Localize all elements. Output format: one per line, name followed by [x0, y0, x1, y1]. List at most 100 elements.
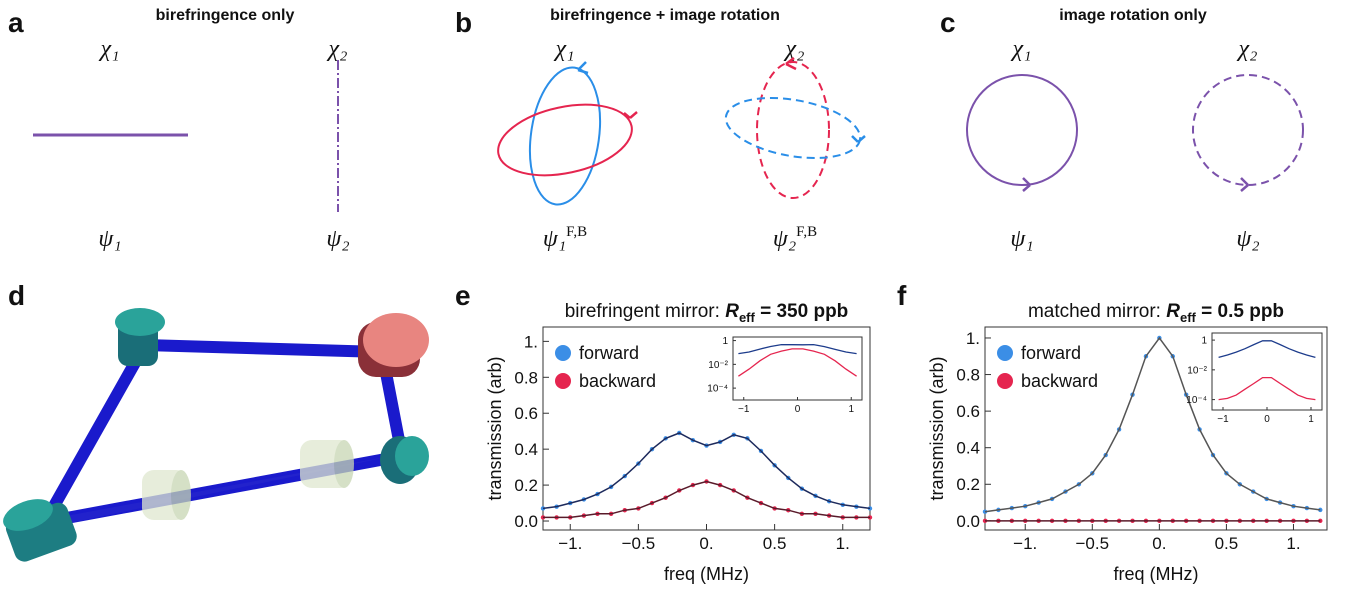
x-tick-label: −0.5: [1076, 534, 1110, 553]
data-point: [867, 506, 873, 511]
mirror: [380, 436, 429, 484]
x-tick-label: 0.: [1152, 534, 1166, 553]
series-line: [1218, 376, 1316, 401]
legend-marker: [997, 345, 1013, 361]
y-tick-label: 0.8: [956, 365, 980, 384]
mode-label: χ₂: [1237, 36, 1258, 62]
arrow: [785, 57, 797, 71]
panel-label: d: [8, 280, 25, 311]
data-point: [540, 506, 546, 511]
x-tick-label: 0.: [699, 534, 713, 553]
mode-label: χ₁: [554, 36, 575, 62]
x-axis-label: freq (MHz): [1114, 564, 1199, 584]
legend-marker: [555, 345, 571, 361]
mode-label: ψ₂F,B: [773, 224, 817, 252]
y-tick-label: 1: [1201, 336, 1207, 347]
polarization: [1192, 74, 1304, 186]
panel-title: birefringence + image rotation: [550, 7, 780, 24]
y-tick-label: 0.2: [956, 475, 980, 494]
mode-superscript: F,B: [796, 224, 817, 240]
y-tick-label: 10⁻²: [708, 360, 728, 371]
plots: −1. −0.5 0. 0.5 1.0.00.20.40.60.81.birefring…: [455, 280, 1328, 584]
mode-label: ψ₂: [1236, 226, 1259, 252]
series-line: [738, 343, 857, 355]
chart: −1 0 1 1 10⁻² 10⁻⁴: [1186, 332, 1323, 425]
plot-frame: [732, 336, 863, 401]
series-line: [738, 348, 857, 377]
mirror: [358, 313, 429, 377]
mode-label: ψ₁: [1010, 226, 1033, 252]
x-tick-label: 1.: [836, 534, 850, 553]
panel-title: image rotation only: [1059, 7, 1207, 24]
mode-label: ψ₂: [326, 226, 349, 252]
legend-label: backward: [1021, 371, 1098, 391]
title-value: = 350 ppb: [755, 301, 848, 322]
x-tick-label: 0.5: [1215, 534, 1239, 553]
x-tick-label: 0: [795, 404, 801, 415]
series-line: [1218, 340, 1316, 359]
legend-label: forward: [1021, 343, 1081, 363]
title-text: birefringent mirror:: [565, 301, 726, 322]
mode-label: χ₁: [1011, 36, 1032, 62]
y-tick-label: 0.4: [514, 440, 538, 459]
x-tick-label: 0: [1264, 414, 1270, 425]
legend-marker: [555, 373, 571, 389]
title-text: matched mirror:: [1028, 301, 1166, 322]
arrow: [1240, 177, 1249, 192]
x-tick-label: −1.: [1013, 534, 1037, 553]
x-axis-label: freq (MHz): [664, 564, 749, 584]
y-tick-label: 0.6: [956, 402, 980, 421]
polarization: [528, 66, 602, 206]
x-tick-label: −0.5: [622, 534, 656, 553]
mode-label: ψ₁F,B: [543, 224, 587, 252]
y-tick-label: 0.0: [514, 512, 538, 531]
legend-marker: [997, 373, 1013, 389]
cavity-render: [3, 308, 429, 562]
y-tick-label: 0.4: [956, 439, 980, 458]
mode-label: χ₂: [327, 36, 348, 62]
arrow: [623, 111, 638, 119]
y-tick-label: 0.0: [956, 512, 980, 531]
legend-label: backward: [579, 371, 656, 391]
y-tick-label: 10⁻⁴: [1186, 395, 1207, 406]
x-tick-label: −1.: [558, 534, 582, 553]
series-line: [984, 336, 1321, 513]
mode-symbol: ψ₂: [773, 226, 796, 252]
chart: −1 0 1 1 10⁻² 10⁻⁴: [707, 336, 863, 415]
polarization: [724, 97, 862, 159]
y-tick-label: 1: [722, 336, 728, 347]
y-axis-label: transmission (arb): [927, 356, 947, 500]
x-tick-label: 1.: [1286, 534, 1300, 553]
x-tick-label: 0.5: [763, 534, 787, 553]
title-symbol: R: [725, 301, 739, 322]
x-tick-label: 1: [848, 404, 854, 415]
chart: −1. −0.5 0. 0.5 1. 0.0 0.2 0.4 0.6 0.8 1. birefring…: [455, 280, 873, 584]
polarization: [497, 103, 633, 177]
x-tick-label: 1: [1308, 414, 1314, 425]
y-tick-label: 0.8: [514, 368, 538, 387]
lens: [142, 470, 191, 520]
arrow: [577, 61, 589, 75]
polarization: [756, 61, 830, 199]
title-subscript: eff: [1180, 310, 1197, 325]
y-axis-label: transmission (arb): [485, 356, 505, 500]
y-tick-label: 0.6: [514, 404, 538, 423]
mirror: [115, 308, 165, 366]
panel-label: b: [455, 7, 472, 38]
panel-label: c: [940, 7, 956, 38]
mode-label: χ₂: [784, 36, 805, 62]
panel-label: a: [8, 7, 24, 38]
chart-title: matched mirror: Reff = 0.5 ppb: [1028, 301, 1284, 325]
title-symbol: R: [1166, 301, 1180, 322]
lens: [300, 440, 354, 488]
title-subscript: eff: [739, 310, 756, 325]
y-tick-label: 1.: [966, 329, 980, 348]
y-tick-label: 0.2: [514, 476, 538, 495]
x-tick-label: −1: [1217, 414, 1229, 425]
panel-label: f: [897, 280, 907, 311]
y-tick-label: 1.: [524, 332, 538, 351]
x-tick-label: −1: [738, 404, 750, 415]
y-tick-label: 10⁻⁴: [707, 384, 728, 395]
series-line: [542, 432, 871, 510]
